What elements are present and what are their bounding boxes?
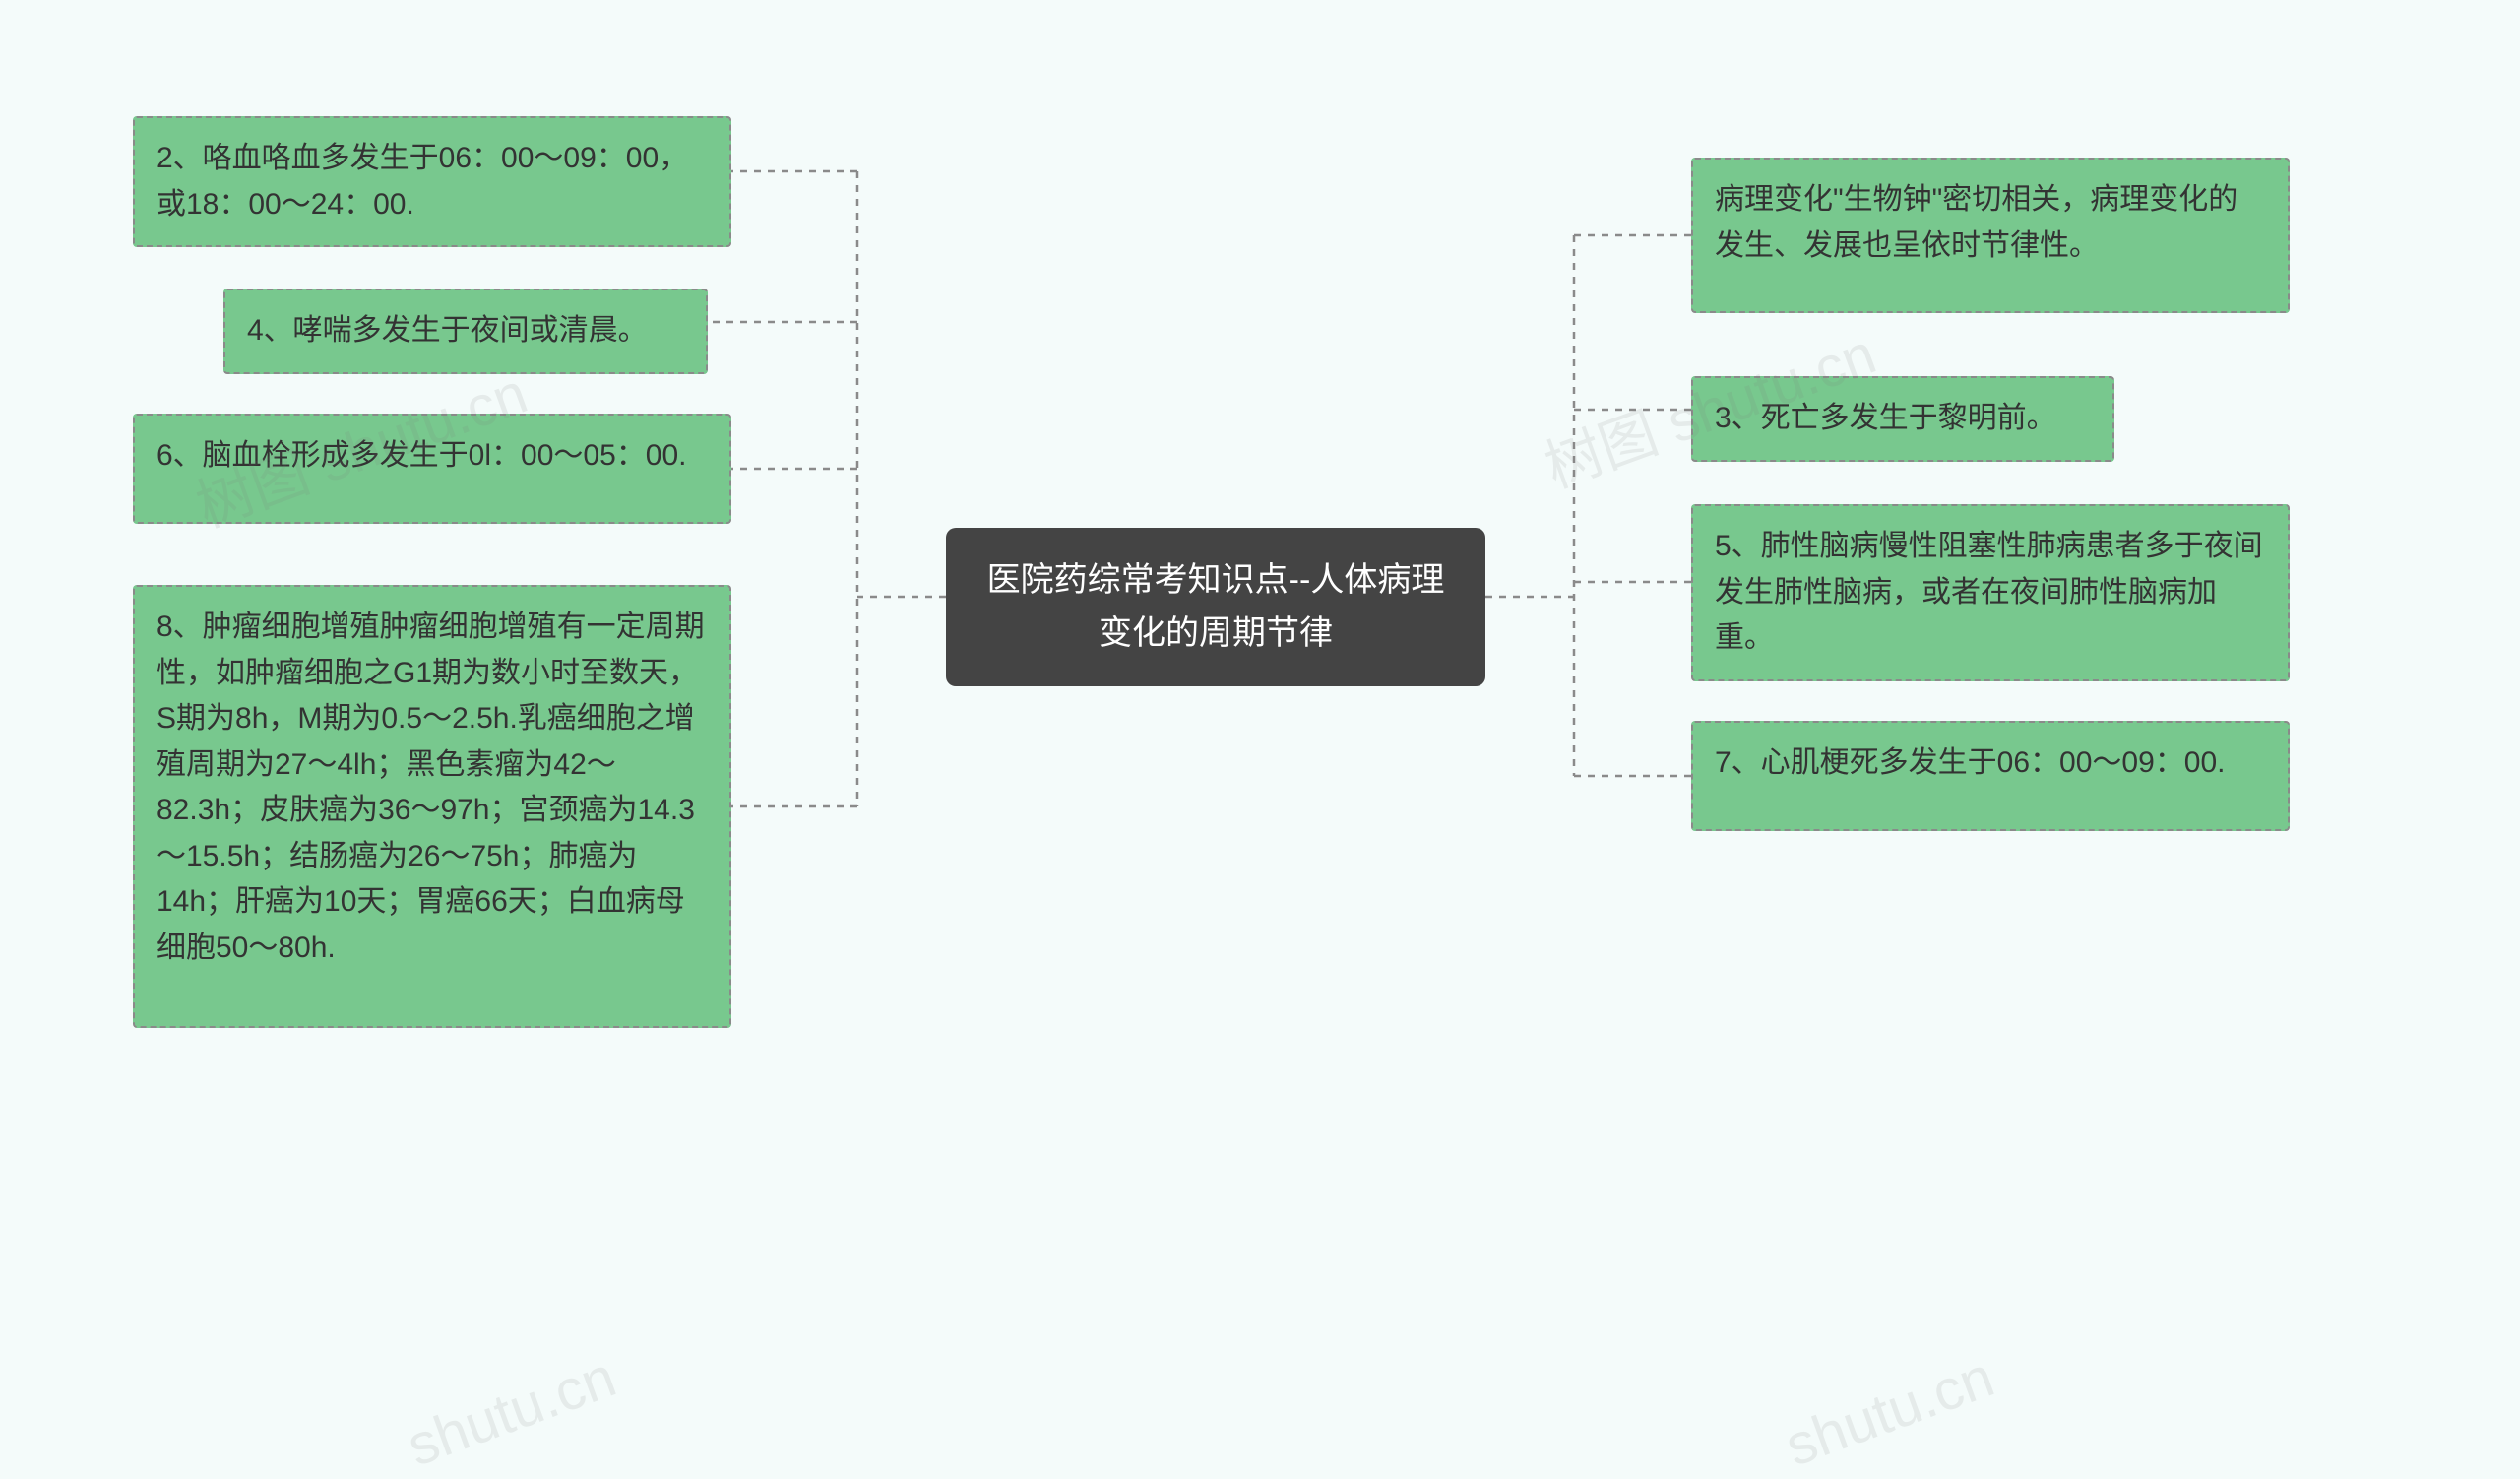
watermark: shutu.cn <box>399 1344 624 1479</box>
leaf-node-n8: 8、肿瘤细胞增殖肿瘤细胞增殖有一定周期性，如肿瘤细胞之G1期为数小时至数天，S期… <box>133 585 731 1028</box>
leaf-node-n3: 3、死亡多发生于黎明前。 <box>1691 376 2114 462</box>
leaf-node-n2: 2、咯血咯血多发生于06：00～09：00，或18：00～24：00. <box>133 116 731 247</box>
leaf-node-n1: 病理变化"生物钟"密切相关，病理变化的发生、发展也呈依时节律性。 <box>1691 158 2290 313</box>
watermark: shutu.cn <box>1777 1344 2002 1479</box>
leaf-node-n7: 7、心肌梗死多发生于06：00～09：00. <box>1691 721 2290 831</box>
center-node: 医院药综常考知识点--人体病理变化的周期节律 <box>946 528 1485 686</box>
leaf-node-n4: 4、哮喘多发生于夜间或清晨。 <box>223 289 708 374</box>
leaf-node-n5: 5、肺性脑病慢性阻塞性肺病患者多于夜间发生肺性脑病，或者在夜间肺性脑病加重。 <box>1691 504 2290 681</box>
leaf-node-n6: 6、脑血栓形成多发生于0l：00～05：00. <box>133 414 731 524</box>
